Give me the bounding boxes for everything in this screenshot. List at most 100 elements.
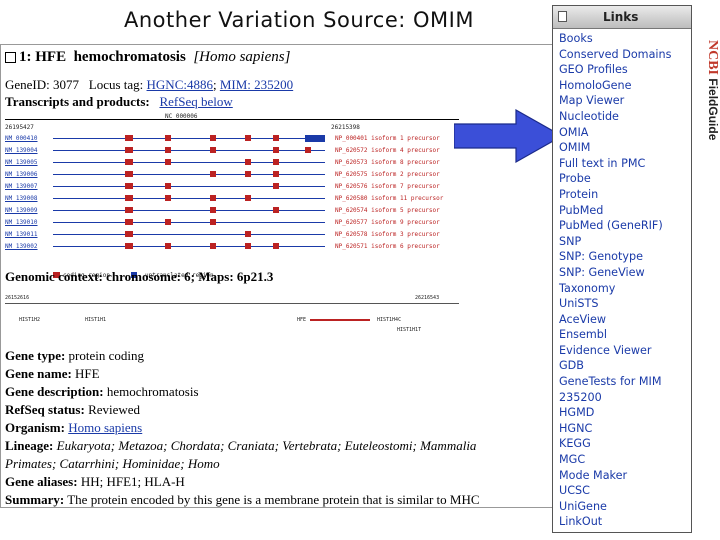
- link-item-unists[interactable]: UniSTS: [559, 297, 599, 311]
- exon-block: [210, 207, 216, 213]
- link-item-genetests-for-mim[interactable]: GeneTests for MIM: [559, 375, 662, 389]
- gene-heading: 1: HFE hemochromatosis [Homo sapiens]: [5, 49, 290, 66]
- link-item-aceview[interactable]: AceView: [559, 312, 607, 326]
- link-item-nucleotide[interactable]: Nucleotide: [559, 109, 619, 123]
- ctx-gene-1[interactable]: HIST1H2: [19, 317, 41, 323]
- link-item-omim[interactable]: OMIM: [559, 141, 591, 155]
- links-header: Links: [553, 6, 691, 29]
- link-item-protein[interactable]: Protein: [559, 187, 599, 201]
- transcript-link[interactable]: NM_139007: [5, 183, 38, 190]
- mim-link[interactable]: MIM: 235200: [219, 77, 294, 92]
- exon-block: [125, 147, 133, 153]
- link-item-homologene[interactable]: HomoloGene: [559, 78, 632, 92]
- link-item-books[interactable]: Books: [559, 32, 593, 45]
- link-item-hgnc[interactable]: HGNC: [559, 421, 593, 435]
- exon-block: [125, 171, 133, 177]
- link-item-evidence-viewer[interactable]: Evidence Viewer: [559, 343, 652, 357]
- transcript-link[interactable]: NM_139004: [5, 147, 38, 154]
- transcript-link[interactable]: NM_139005: [5, 159, 38, 166]
- transcript-link[interactable]: NM_139002: [5, 243, 38, 250]
- genomic-context-graphic: 26152616 26216543 HIST1H2 HIST1H1 HFE HI…: [5, 295, 459, 337]
- transcript-line: [53, 150, 325, 151]
- refseq-status-label: RefSeq status:: [5, 402, 85, 417]
- transcript-link[interactable]: NM_139009: [5, 207, 38, 214]
- transcript-link[interactable]: NM_000410: [5, 135, 38, 142]
- refseq-status-value: Reviewed: [88, 402, 141, 417]
- gene-desc-label: Gene description:: [5, 384, 104, 399]
- link-item-pubmed[interactable]: PubMed: [559, 203, 604, 217]
- protein-link[interactable]: NP_620571 isoform 6 precursor: [335, 243, 440, 250]
- transcript-link[interactable]: NM_139011: [5, 231, 38, 238]
- link-item-hgmd[interactable]: HGMD: [559, 406, 595, 420]
- exon-block: [273, 135, 279, 141]
- protein-link[interactable]: NP_000401 isoform 1 precursor: [335, 135, 440, 142]
- panel-grip-icon[interactable]: [558, 11, 567, 22]
- exon-block: [165, 135, 171, 141]
- exon-block: [245, 171, 251, 177]
- transcript-line: [53, 246, 325, 247]
- aliases-label: Gene aliases:: [5, 474, 78, 489]
- transcript-line: [53, 162, 325, 163]
- exon-block: [245, 243, 251, 249]
- lineage-continued: Primates; Catarrhini; Hominidae; Homo: [5, 456, 220, 471]
- exon-block: [273, 171, 279, 177]
- link-item-omia[interactable]: OMIA: [559, 125, 589, 139]
- protein-link[interactable]: NP_620575 isoform 2 precursor: [335, 171, 440, 178]
- link-item-mgc[interactable]: MGC: [559, 453, 586, 467]
- ctx-gene-4[interactable]: HIST1H4C: [377, 317, 402, 323]
- gene-name-label: Gene name:: [5, 366, 72, 381]
- link-item-kegg[interactable]: KEGG: [559, 437, 591, 451]
- gene-id: GeneID: 3077: [5, 77, 80, 92]
- link-item-snp-geneview[interactable]: SNP: GeneView: [559, 265, 645, 279]
- aliases-value: HH; HFE1; HLA-H: [80, 474, 185, 489]
- ctx-axis: [5, 303, 459, 304]
- link-item-linkout[interactable]: LinkOut: [559, 515, 603, 529]
- exon-block: [125, 183, 133, 189]
- protein-link[interactable]: NP_620573 isoform 8 precursor: [335, 159, 440, 166]
- transcript-line: [53, 210, 325, 211]
- gene-desc-value: hemochromatosis: [106, 384, 199, 399]
- transcript-line: [53, 234, 325, 235]
- organism-label: Organism:: [5, 420, 65, 435]
- link-item-ucsc[interactable]: UCSC: [559, 484, 590, 498]
- protein-link[interactable]: NP_620576 isoform 7 precursor: [335, 183, 440, 190]
- protein-link[interactable]: NP_620574 isoform 5 precursor: [335, 207, 440, 214]
- link-item-ensembl[interactable]: Ensembl: [559, 328, 607, 342]
- pointer-arrow: [454, 108, 564, 164]
- exon-block: [125, 159, 133, 165]
- organism-link[interactable]: Homo sapiens: [68, 420, 143, 435]
- hgnc-link[interactable]: HGNC:4886: [146, 77, 213, 92]
- link-item-geo-profiles[interactable]: GEO Profiles: [559, 63, 628, 77]
- link-item-map-viewer[interactable]: Map Viewer: [559, 94, 625, 108]
- exon-block: [210, 243, 216, 249]
- link-item-pubmed-generif[interactable]: PubMed (GeneRIF): [559, 219, 663, 233]
- link-item-gdb[interactable]: GDB: [559, 359, 584, 373]
- protein-link[interactable]: NP_620572 isoform 4 precursor: [335, 147, 440, 154]
- ctx-gene-2[interactable]: HIST1H1: [85, 317, 107, 323]
- link-item-mode-maker[interactable]: Mode Maker: [559, 468, 628, 482]
- protein-link[interactable]: NP_620578 isoform 3 precursor: [335, 231, 440, 238]
- gene-ids-row: GeneID: 3077 Locus tag: HGNC:4886; MIM: …: [5, 77, 294, 92]
- transcript-link[interactable]: NM_139006: [5, 171, 38, 178]
- link-item-full-text-in-pmc[interactable]: Full text in PMC: [559, 156, 646, 170]
- ctx-gene-hfe[interactable]: HFE: [297, 317, 307, 323]
- link-item-snp[interactable]: SNP: [559, 234, 582, 248]
- refseq-below-link[interactable]: RefSeq below: [159, 94, 233, 109]
- link-item-probe[interactable]: Probe: [559, 172, 591, 186]
- links-title: Links: [603, 10, 639, 24]
- link-item-unigene[interactable]: UniGene: [559, 499, 607, 513]
- legend-untranslated: untranslated region: [145, 272, 214, 279]
- transcript-link[interactable]: NM_139010: [5, 219, 38, 226]
- protein-link[interactable]: NP_620577 isoform 9 precursor: [335, 219, 440, 226]
- link-item-snp-genotype[interactable]: SNP: Genotype: [559, 250, 644, 264]
- ctx-gene-5[interactable]: HIST1H1T: [397, 327, 422, 333]
- ncbi-brand: NCBI: [705, 40, 720, 76]
- transcript-link[interactable]: NM_139008: [5, 195, 38, 202]
- select-checkbox[interactable]: [5, 52, 16, 64]
- link-item-235200[interactable]: 235200: [559, 390, 602, 404]
- protein-link[interactable]: NP_620580 isoform 11 precursor: [335, 195, 444, 202]
- link-item-taxonomy[interactable]: Taxonomy: [559, 281, 616, 295]
- gene-name-value: HFE: [75, 366, 100, 381]
- links-panel: Links Books Conserved Domains GEO Profiles…: [552, 5, 692, 533]
- link-item-conserved-domains[interactable]: Conserved Domains: [559, 47, 672, 61]
